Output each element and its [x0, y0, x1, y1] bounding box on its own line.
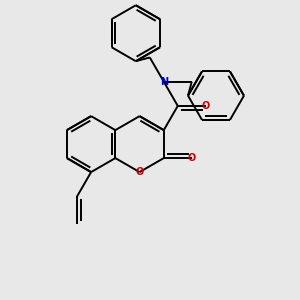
Text: O: O: [188, 153, 196, 163]
Text: O: O: [202, 101, 210, 111]
Text: N: N: [160, 77, 168, 87]
Text: O: O: [135, 167, 144, 177]
